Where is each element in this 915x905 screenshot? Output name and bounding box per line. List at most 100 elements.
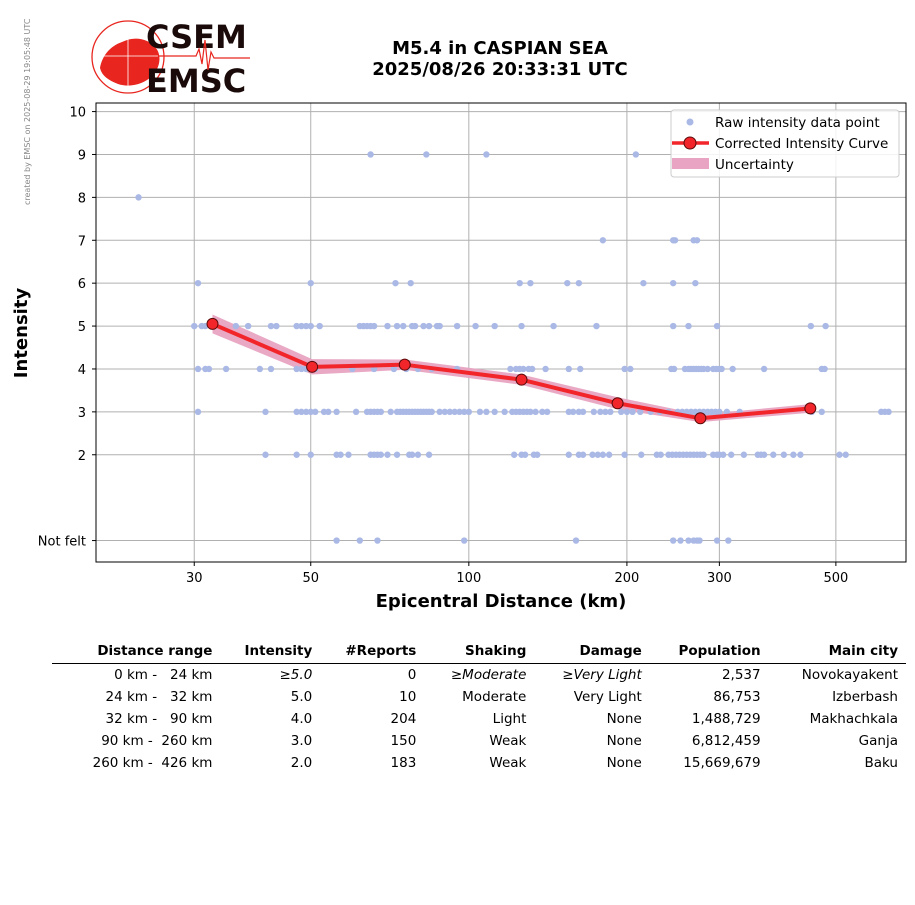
table-cell: Moderate: [462, 689, 527, 705]
raw-data-point: [302, 322, 310, 330]
raw-data-point: [719, 451, 727, 458]
raw-data-point: [273, 322, 280, 330]
logo-top-text: CSEM: [146, 18, 247, 56]
y-tick-label: 5: [78, 320, 86, 335]
table-cell: 2,537: [721, 667, 761, 683]
raw-data-point: [456, 408, 463, 416]
chart-title-line2: 2025/08/26 20:33:31 UTC: [372, 59, 628, 80]
raw-data-point: [543, 408, 551, 416]
legend-curve-marker: [683, 136, 697, 150]
intensity-distance-chart: 30 50 100 200 300 500 Not felt 2 3 4 5 6 7 8 9 10 Epic…: [11, 102, 907, 612]
table-row: 260 km - 426 km 2.0 183 Weak None 15,669,679 B…: [52, 752, 906, 774]
raw-data-point: [669, 537, 677, 544]
raw-data-point: [298, 322, 305, 330]
logo-globe-icon: [91, 20, 165, 94]
table-row: 90 km - 260 km 3.0 150 Weak None 6,812,459 Gan…: [52, 730, 906, 752]
raw-data-point: [400, 322, 407, 330]
raw-data-point: [356, 537, 364, 544]
legend-band-swatch: [672, 158, 709, 169]
raw-data-point: [589, 451, 596, 458]
raw-data-point: [728, 451, 735, 458]
table-cell: Izberbash: [832, 689, 898, 705]
raw-data-point: [267, 322, 275, 330]
raw-data-point: [491, 322, 498, 330]
raw-data-point: [729, 365, 736, 373]
table-header-cell: #Reports: [320, 640, 425, 664]
table-cell: 90 km - 260 km: [101, 733, 213, 749]
raw-data-point: [461, 537, 468, 544]
raw-data-point: [671, 237, 679, 244]
curve-marker: [306, 360, 319, 373]
raw-data-point: [821, 365, 828, 373]
raw-data-point: [725, 537, 732, 544]
y-tick-label: Not felt: [38, 535, 86, 550]
raw-data-point: [262, 451, 269, 458]
raw-data-point: [602, 408, 609, 416]
raw-data-point: [780, 451, 788, 458]
chart-title-line1: M5.4 in CASPIAN SEA: [392, 38, 608, 59]
raw-data-point: [256, 365, 264, 373]
table-cell: 10: [399, 689, 417, 705]
table-cell: Baku: [864, 755, 899, 771]
raw-data-point: [472, 322, 479, 330]
raw-data-point: [312, 408, 319, 416]
raw-data-point: [461, 408, 468, 416]
table-cell: 24 km - 32 km: [105, 689, 213, 705]
raw-data-point: [407, 279, 414, 287]
raw-data-point: [408, 451, 416, 458]
legend-band-label: Uncertainty: [715, 157, 794, 173]
raw-data-point: [577, 365, 584, 373]
table-header-cell: Main city: [768, 640, 906, 664]
raw-data-point: [446, 408, 454, 416]
raw-data-point: [307, 451, 314, 458]
x-axis-ticks: 30 50 100 200 300 500: [186, 562, 848, 586]
curve-marker: [611, 397, 624, 410]
raw-data-point: [387, 408, 394, 416]
raw-data-point: [629, 408, 636, 416]
intensity-curve: [206, 317, 817, 425]
raw-data-point: [565, 365, 572, 373]
raw-data-point: [669, 322, 677, 330]
table-cell: 86,753: [713, 689, 761, 705]
table-cell: None: [606, 733, 642, 749]
legend-raw-marker: [686, 118, 694, 126]
raw-data-point: [534, 451, 541, 458]
raw-data-point: [579, 451, 587, 458]
y-tick-label: 6: [78, 277, 86, 292]
raw-data-point: [740, 451, 748, 458]
raw-data-point: [623, 408, 631, 416]
curve-marker: [206, 317, 219, 330]
table-cell: 4.0: [290, 711, 313, 727]
y-tick-label: 10: [69, 106, 86, 121]
raw-data-point: [670, 365, 678, 373]
raw-data-point: [590, 408, 598, 416]
table-cell: Novokayakent: [801, 667, 898, 683]
raw-data-point: [597, 408, 604, 416]
raw-data-point: [599, 237, 607, 244]
raw-data-point: [428, 408, 435, 416]
raw-data-point: [194, 408, 202, 416]
raw-data-point: [716, 408, 723, 416]
table-cell: 260 km - 426 km: [92, 755, 213, 771]
raw-data-point: [414, 451, 422, 458]
raw-data-point: [818, 408, 825, 416]
raw-data-point: [232, 322, 240, 330]
raw-data-point: [510, 451, 518, 458]
x-axis-label: Epicentral Distance (km): [376, 591, 627, 612]
raw-data-point: [377, 408, 385, 416]
raw-data-point: [384, 322, 391, 330]
logo-map-shape: [100, 38, 160, 86]
raw-data-point: [617, 408, 625, 416]
raw-data-point: [307, 279, 314, 287]
y-axis-ticks: Not felt 2 3 4 5 6 7 8 9 10: [38, 106, 96, 550]
y-tick-label: 3: [78, 406, 86, 421]
legend-box: [670, 109, 900, 178]
raw-data-point: [713, 322, 721, 330]
raw-data-point: [393, 451, 401, 458]
raw-data-point: [572, 537, 580, 544]
table-cell: Ganja: [858, 733, 898, 749]
table-row: 32 km - 90 km 4.0 204 Light None 1,488,729 Mak…: [52, 708, 906, 730]
raw-data-point: [191, 322, 198, 330]
raw-data-point: [723, 408, 731, 416]
raw-data-point: [579, 408, 587, 416]
